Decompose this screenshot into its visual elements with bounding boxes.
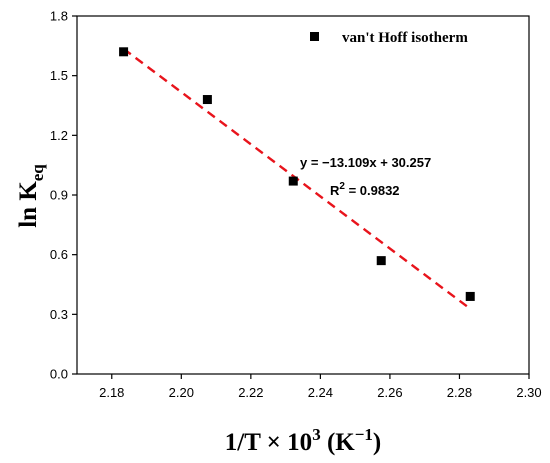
x-tick-label: 2.24	[308, 385, 333, 400]
y-tick-label: 0.6	[50, 247, 68, 262]
x-tick-label: 2.18	[99, 385, 124, 400]
legend-marker	[310, 32, 319, 41]
y-tick-label: 0.0	[50, 367, 68, 382]
data-points	[119, 47, 475, 301]
r-squared-exponent: 2	[339, 181, 345, 192]
data-point	[288, 176, 298, 186]
plot-frame	[76, 15, 530, 375]
x-tick-label: 2.30	[516, 385, 541, 400]
x-axis-ticks: 2.18 2.20 2.22 2.24 2.26 2.28 2.30	[99, 374, 542, 400]
y-tick-label: 1.8	[50, 9, 68, 24]
x-tick-label: 2.28	[447, 385, 472, 400]
data-point	[465, 291, 475, 301]
y-tick-label: 1.5	[50, 68, 68, 83]
x-axis-title-main: 1/T × 10	[225, 429, 312, 456]
fit-annotation: y = −13.109x + 30.257 R2 = 0.9832	[300, 155, 431, 198]
x-axis-title-unit-close: )	[373, 429, 381, 456]
r-squared-value: = 0.9832	[345, 183, 400, 198]
y-tick-label: 1.2	[50, 128, 68, 143]
y-axis-title-subscript: eq	[28, 164, 47, 182]
legend: van't Hoff isotherm	[310, 30, 468, 46]
data-point	[376, 256, 386, 266]
x-axis-title: 1/T × 103 (K−1)	[225, 425, 381, 456]
r-squared-letter: R	[330, 183, 340, 198]
y-axis-ticks: 0.0 0.3 0.6 0.9 1.2 1.5 1.8	[50, 9, 77, 382]
fit-equation: y = −13.109x + 30.257	[300, 155, 431, 170]
x-axis-title-unit-open: (K	[321, 429, 356, 456]
data-point	[202, 95, 212, 105]
y-axis-title: ln Keq	[15, 164, 47, 228]
x-axis-title-unit-exponent: −1	[355, 425, 373, 444]
x-tick-label: 2.20	[169, 385, 194, 400]
x-axis-title-exponent: 3	[312, 425, 321, 444]
y-axis-title-main: ln K	[15, 181, 42, 228]
x-tick-label: 2.22	[238, 385, 263, 400]
legend-label: van't Hoff isotherm	[342, 30, 468, 46]
y-tick-label: 0.3	[50, 307, 68, 322]
data-point	[119, 47, 129, 57]
x-tick-label: 2.26	[377, 385, 402, 400]
y-tick-label: 0.9	[50, 188, 68, 203]
r-squared: R2 = 0.9832	[330, 181, 400, 198]
